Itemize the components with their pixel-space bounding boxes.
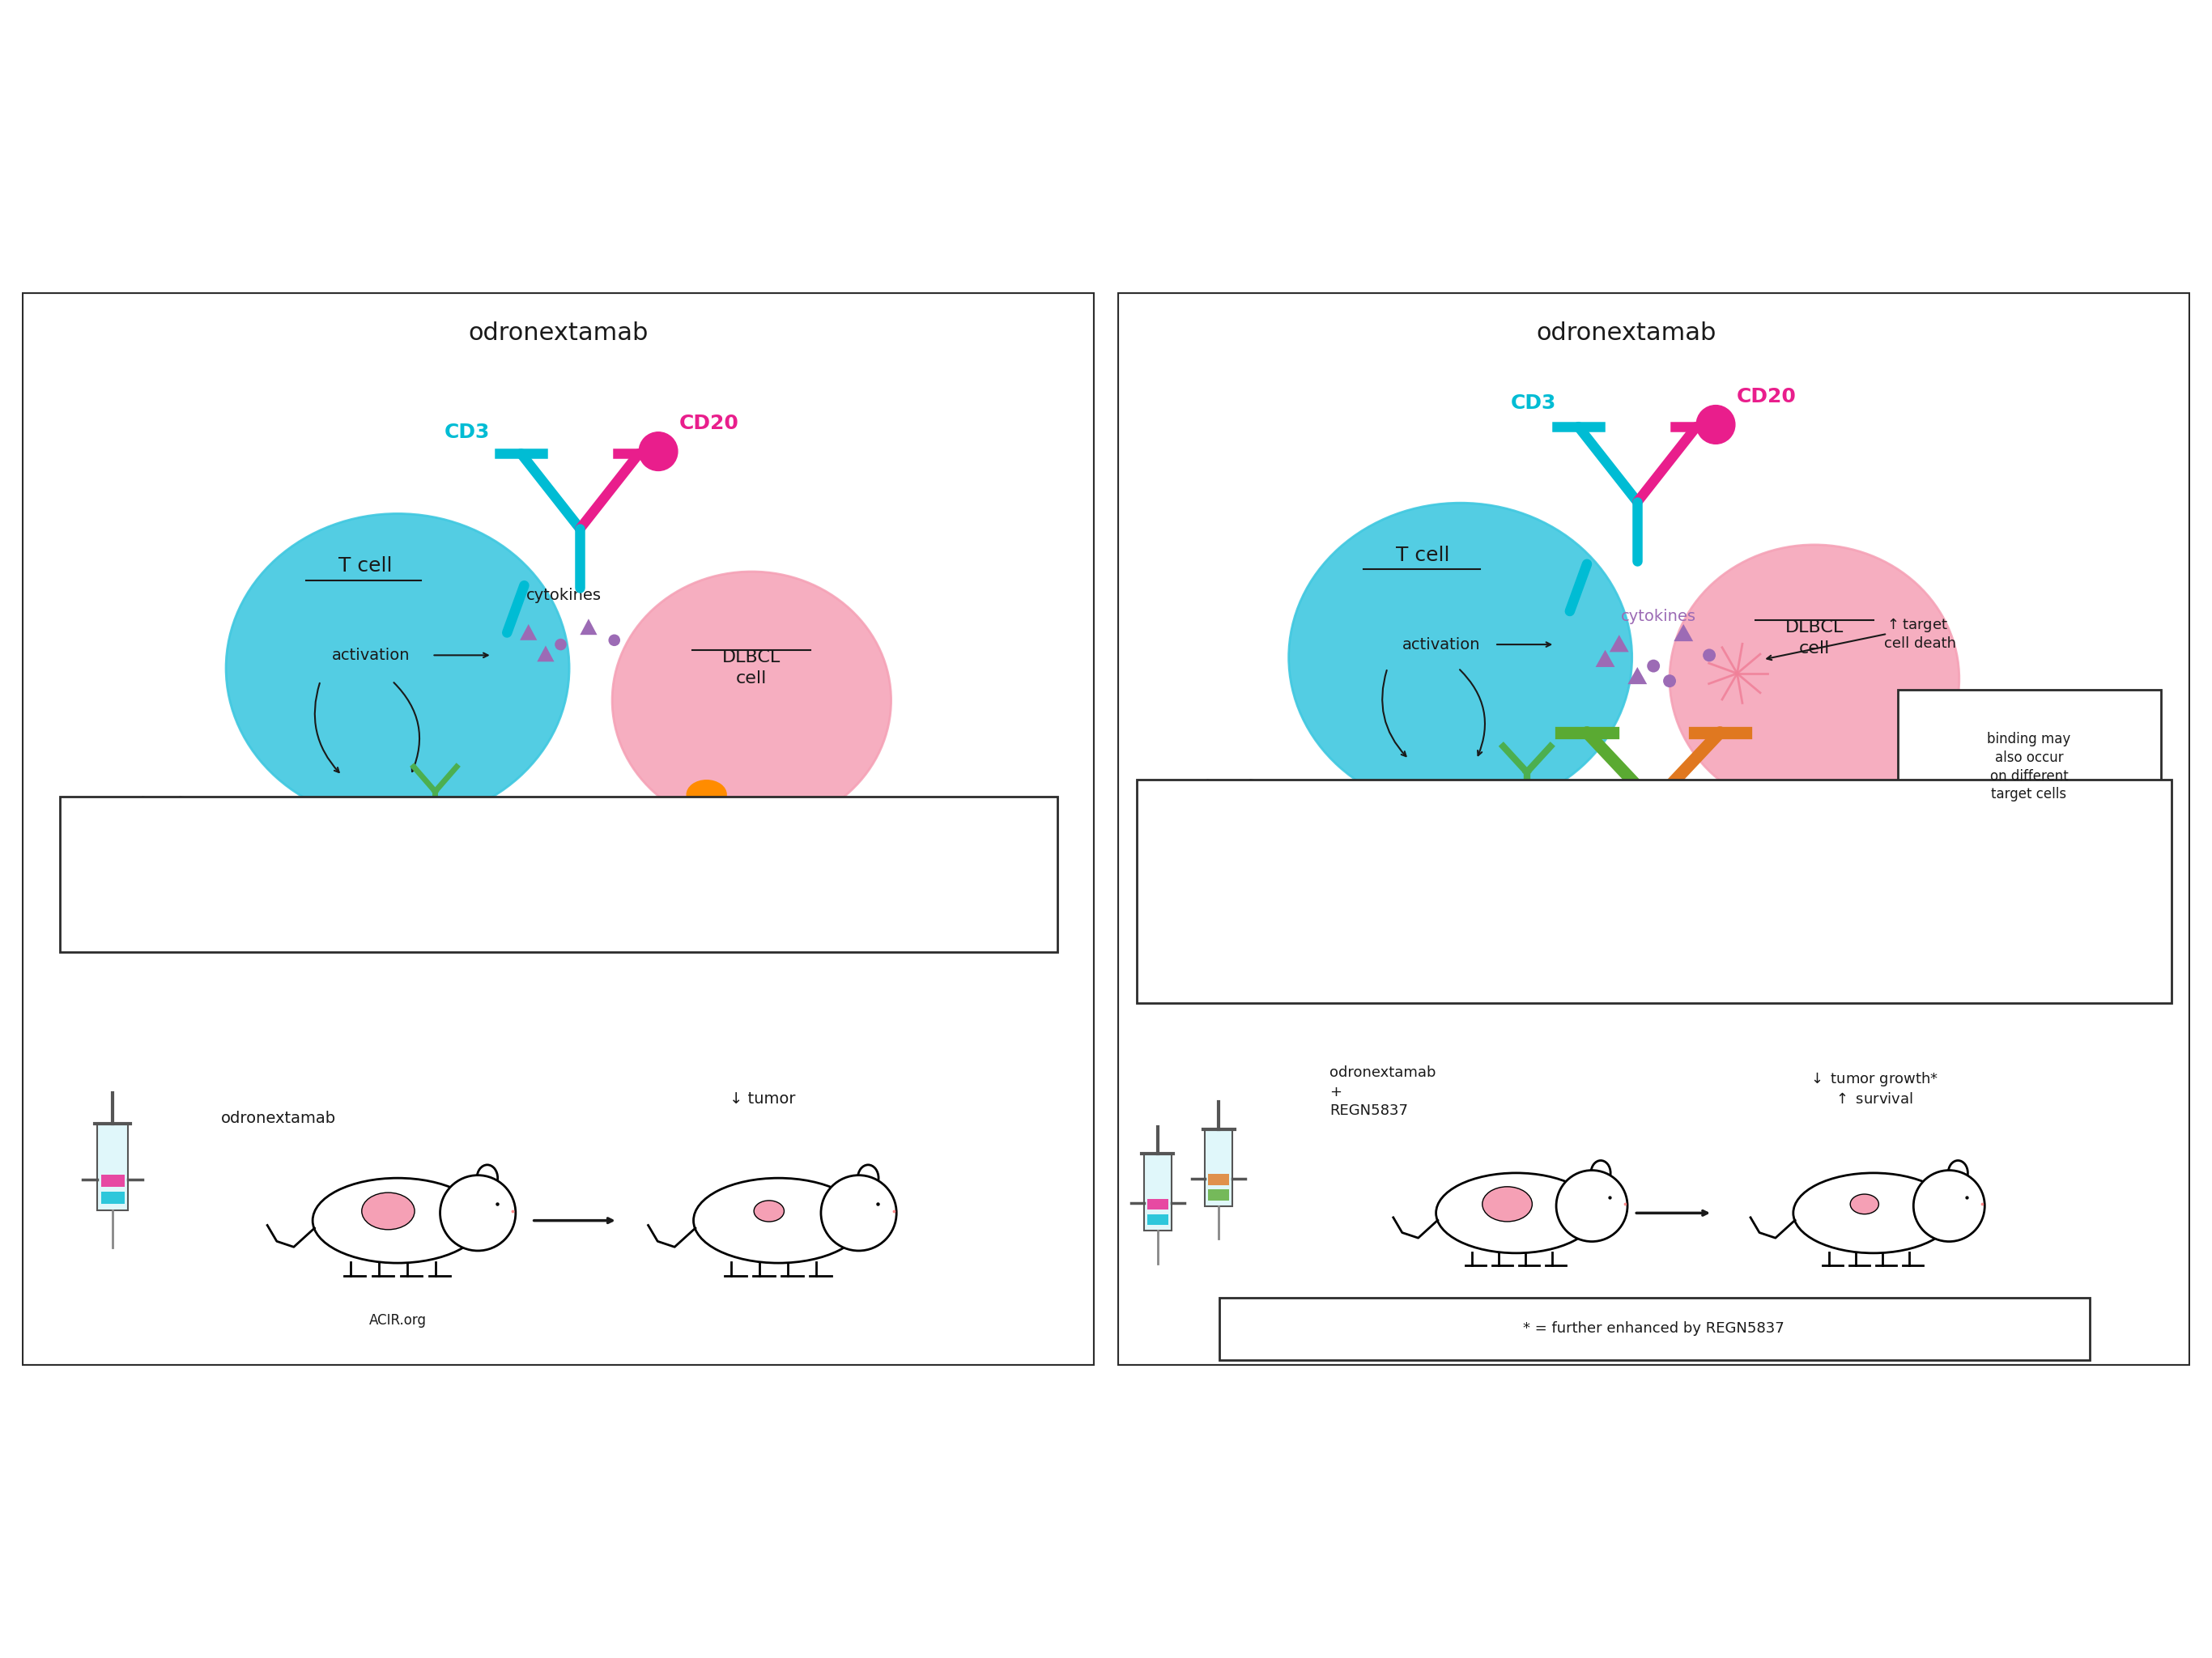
Polygon shape: [1610, 635, 1628, 652]
Circle shape: [821, 1176, 896, 1250]
Text: $\uparrow$EM/CM phenotype: $\uparrow$EM/CM phenotype: [602, 887, 759, 905]
Text: $\uparrow$CD8$^+$ T cells: $\uparrow$CD8$^+$ T cells: [580, 812, 721, 831]
Text: activation: activation: [1402, 637, 1480, 652]
Text: CD28: CD28: [1436, 839, 1489, 856]
Text: ↑CD28: ↑CD28: [414, 851, 482, 867]
Text: REGN5837: REGN5837: [1628, 882, 1712, 897]
Text: -CD4$^+$ T cells shift from: -CD4$^+$ T cells shift from: [1183, 900, 1354, 917]
Text: CD3: CD3: [1511, 393, 1555, 413]
Bar: [1208, 1189, 1230, 1200]
Ellipse shape: [1949, 1161, 1969, 1185]
Text: odronextamab: odronextamab: [469, 322, 648, 345]
Text: ACIR.org: ACIR.org: [369, 1313, 427, 1328]
Ellipse shape: [1290, 502, 1632, 812]
Text: $\uparrow$ activation*: $\uparrow$ activation*: [1663, 841, 1763, 856]
Polygon shape: [520, 623, 538, 640]
Text: CD20: CD20: [679, 414, 739, 433]
Ellipse shape: [754, 1200, 783, 1222]
Ellipse shape: [1590, 1161, 1610, 1185]
Bar: [1148, 1214, 1168, 1225]
Text: DLBCL
cell: DLBCL cell: [723, 650, 781, 686]
Polygon shape: [1674, 623, 1692, 642]
Ellipse shape: [695, 1179, 863, 1263]
Text: $\uparrow$ activation *: $\uparrow$ activation *: [1183, 841, 1287, 856]
Text: ↓ tumor: ↓ tumor: [730, 1091, 796, 1108]
Text: T cell: T cell: [338, 557, 392, 575]
Ellipse shape: [858, 1166, 878, 1190]
Ellipse shape: [1436, 1172, 1597, 1253]
Text: $\uparrow$CD4$^+$ T cells: $\uparrow$CD4$^+$ T cells: [1168, 799, 1301, 816]
Bar: [1137, 779, 2172, 1003]
Text: CD20: CD20: [1736, 386, 1796, 406]
Ellipse shape: [1482, 1187, 1533, 1222]
Circle shape: [1913, 1171, 1984, 1242]
Bar: [60, 797, 1057, 952]
Bar: [1206, 1129, 1232, 1205]
Text: $\uparrow$EM/CM phenotype*: $\uparrow$EM/CM phenotype*: [1183, 869, 1336, 887]
Text: * = further enhanced by REGN5837: * = further enhanced by REGN5837: [1522, 1321, 1785, 1336]
Text: DLBCL
cell: DLBCL cell: [1785, 620, 1843, 657]
Text: binding may
also occur
on different
target cells: binding may also occur on different targ…: [1986, 731, 2070, 802]
Bar: [102, 1174, 124, 1187]
Ellipse shape: [1794, 1172, 1953, 1253]
Text: CD38$^{hi}$ to PD-1$^+$CD38$^{lo}$: CD38$^{hi}$ to PD-1$^+$CD38$^{lo}$: [1183, 930, 1349, 947]
Circle shape: [555, 638, 566, 650]
Ellipse shape: [478, 1166, 498, 1190]
Circle shape: [1557, 1171, 1628, 1242]
Ellipse shape: [686, 779, 728, 809]
Circle shape: [1663, 675, 1677, 688]
Text: T cell: T cell: [1396, 545, 1449, 565]
Ellipse shape: [226, 514, 568, 822]
Bar: [1144, 1154, 1170, 1230]
Ellipse shape: [312, 1179, 482, 1263]
Text: cytokines: cytokines: [1621, 608, 1697, 625]
Ellipse shape: [1670, 545, 1960, 812]
Text: $\uparrow$reprogrammable: $\uparrow$reprogrammable: [1663, 900, 1801, 917]
Bar: [1148, 1199, 1168, 1210]
Text: odronextamab: odronextamab: [221, 1111, 336, 1126]
Text: $\downarrow$ tumor growth*
$\uparrow$ survival: $\downarrow$ tumor growth* $\uparrow$ su…: [1807, 1069, 1938, 1108]
Polygon shape: [538, 645, 555, 662]
Polygon shape: [1595, 650, 1615, 667]
Text: odronextamab
+
REGN5837: odronextamab + REGN5837: [1329, 1066, 1436, 1117]
Circle shape: [1697, 405, 1734, 444]
Polygon shape: [1628, 667, 1648, 685]
Text: odronextamab: odronextamab: [1537, 322, 1717, 345]
Bar: [97, 1124, 128, 1210]
Text: CD8$^+$ T cells: CD8$^+$ T cells: [1663, 928, 1765, 943]
Ellipse shape: [1763, 779, 1805, 812]
Text: $\downarrow$ terminally dysfunctional: $\downarrow$ terminally dysfunctional: [1663, 957, 1856, 975]
Text: $\uparrow$ activation: $\uparrow$ activation: [602, 854, 701, 869]
Circle shape: [639, 433, 677, 471]
Ellipse shape: [1849, 1194, 1878, 1214]
Text: $\uparrow$target
cell death: $\uparrow$target cell death: [1885, 617, 1955, 652]
Text: cytokines: cytokines: [526, 587, 602, 604]
Text: $\uparrow$ activation: $\uparrow$ activation: [204, 854, 303, 869]
Text: $\uparrow$CD4$^+$ T cells: $\uparrow$CD4$^+$ T cells: [184, 812, 325, 831]
Text: CD8$^+$ T cells: CD8$^+$ T cells: [1663, 987, 1765, 1001]
Ellipse shape: [363, 1192, 414, 1230]
Text: CD22: CD22: [737, 816, 790, 832]
Bar: [1219, 1298, 2090, 1360]
Polygon shape: [580, 618, 597, 635]
Text: $\uparrow$CD8$^+$ T: $\uparrow$CD8$^+$ T: [1648, 799, 1734, 816]
Circle shape: [608, 635, 619, 647]
Circle shape: [1648, 660, 1659, 673]
Text: CD3: CD3: [445, 423, 491, 441]
Circle shape: [440, 1176, 515, 1250]
Text: CD22: CD22: [1832, 817, 1885, 834]
Bar: [102, 1192, 124, 1204]
Circle shape: [1703, 648, 1717, 662]
Text: $\uparrow$EM/CM phenotype: $\uparrow$EM/CM phenotype: [204, 887, 363, 905]
Text: activation: activation: [332, 648, 409, 663]
Ellipse shape: [613, 572, 891, 829]
Bar: [1898, 690, 2161, 842]
Text: $\uparrow$EM/CM phenotype *: $\uparrow$EM/CM phenotype *: [1663, 869, 1823, 887]
Bar: [1208, 1174, 1230, 1185]
